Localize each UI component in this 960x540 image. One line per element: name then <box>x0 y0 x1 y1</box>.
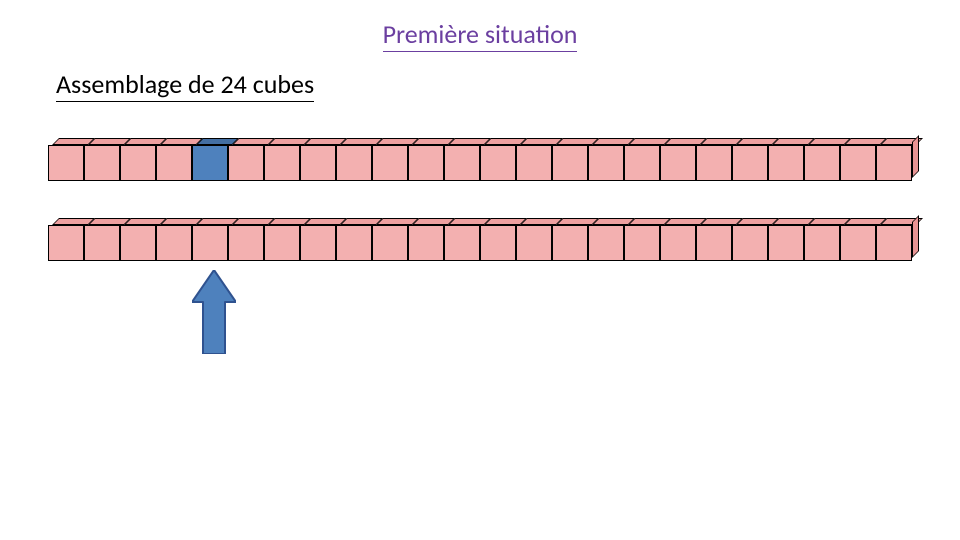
cube <box>300 218 336 261</box>
cube <box>516 218 552 261</box>
cube <box>480 138 516 181</box>
cube <box>444 138 480 181</box>
cube <box>804 138 840 181</box>
cube <box>876 218 912 261</box>
cube <box>660 138 696 181</box>
cube <box>48 138 84 181</box>
cube <box>264 138 300 181</box>
cube <box>840 138 876 181</box>
up-arrow-icon <box>192 270 236 354</box>
cube <box>336 218 372 261</box>
cube <box>624 138 660 181</box>
cube <box>840 218 876 261</box>
cube <box>300 138 336 181</box>
slide-title-text: Première situation <box>383 18 578 52</box>
cube <box>768 138 804 181</box>
cube <box>588 138 624 181</box>
cube <box>156 218 192 261</box>
cube <box>444 218 480 261</box>
cube <box>696 218 732 261</box>
cube <box>552 138 588 181</box>
cube <box>732 138 768 181</box>
cube <box>264 218 300 261</box>
cube <box>228 218 264 261</box>
cube <box>336 138 372 181</box>
cube <box>120 138 156 181</box>
cube <box>372 138 408 181</box>
cube <box>732 218 768 261</box>
cube <box>624 218 660 261</box>
cube <box>480 218 516 261</box>
cube-row-2 <box>48 218 912 261</box>
cube <box>192 138 228 181</box>
cube <box>48 218 84 261</box>
cube <box>408 218 444 261</box>
cube-row-1 <box>48 138 912 181</box>
slide-subtitle: Assemblage de 24 cubes <box>56 68 314 100</box>
cube <box>660 218 696 261</box>
cube <box>408 138 444 181</box>
cube <box>192 218 228 261</box>
cube <box>588 218 624 261</box>
cube <box>696 138 732 181</box>
cube <box>84 138 120 181</box>
cube <box>552 218 588 261</box>
cube <box>804 218 840 261</box>
slide-canvas: Première situation Assemblage de 24 cube… <box>0 0 960 540</box>
slide-subtitle-text: Assemblage de 24 cubes <box>56 68 314 102</box>
cube <box>768 218 804 261</box>
cube <box>372 218 408 261</box>
cube <box>876 138 912 181</box>
cube <box>120 218 156 261</box>
slide-title: Première situation <box>330 18 630 50</box>
cube <box>516 138 552 181</box>
cube <box>156 138 192 181</box>
cube <box>84 218 120 261</box>
cube <box>228 138 264 181</box>
